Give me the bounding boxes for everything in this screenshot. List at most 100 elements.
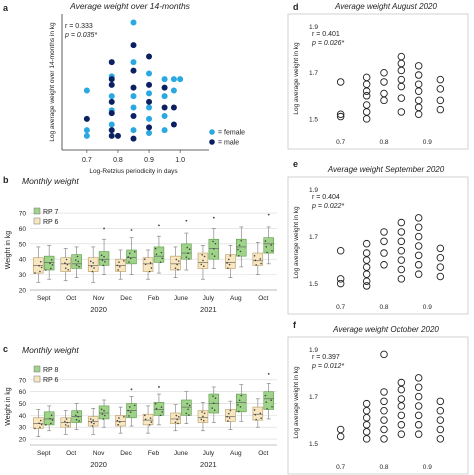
data-point [414,251,423,260]
box-RP-8 [263,391,274,410]
category-label: Oct [66,295,76,302]
jitter-point [45,269,47,271]
data-point [436,425,445,434]
y-tick-label: 1.5 [309,116,318,123]
jitter-point [155,407,158,410]
chart-title: Average weight August 2020 [334,2,437,11]
data-point [414,223,423,231]
data-point [397,66,406,75]
jitter-point [238,255,240,257]
y-tick-label: 1.9 [309,347,318,354]
stat-r: r = 0.397 [312,354,340,361]
jitter-point [51,264,54,266]
box-RP-7 [98,251,110,266]
panel-frame [287,336,469,475]
category-label: July [203,450,215,457]
jitter-point [118,261,120,263]
jitter-point [186,246,189,249]
y-tick-label: 30 [19,425,27,432]
jitter-point [76,411,79,413]
jitter-point [118,421,121,423]
data-point [414,430,423,438]
jitter-point [237,248,239,251]
data-point-male [170,121,177,128]
data-point [414,242,423,250]
jitter-point [77,415,80,418]
jitter-point [90,421,93,424]
jitter-point [186,402,189,405]
y-axis-label: Log average weight in kg [293,206,300,279]
data-point [362,282,371,290]
x-tick-label: 1.0 [175,157,185,164]
data-point [362,435,371,443]
legend-label: = male [218,140,239,147]
jitter-point [77,260,80,263]
box-RP-8 [153,402,165,416]
outlier-point [267,213,270,216]
data-point [336,246,345,255]
jitter-point [201,411,203,413]
category-label: Aug [230,295,242,302]
jitter-point [117,423,119,426]
data-point-male [130,113,137,119]
jitter-point [150,421,153,423]
jitter-point [203,255,206,258]
jitter-point [118,265,121,268]
jitter-point [102,264,105,267]
data-point [397,421,406,429]
jitter-point [34,272,36,274]
jitter-point [203,412,206,415]
jitter-point [214,242,217,245]
x-tick-label: 0.9 [423,304,432,311]
stat-p: p = 0.035* [64,32,97,39]
jitter-point [175,258,178,261]
jitter-point [129,406,131,408]
data-point [414,261,423,269]
x-tick-label: 0.8 [379,304,388,311]
jitter-point [212,395,214,397]
jitter-point [213,255,216,258]
jitter-point [229,409,232,412]
data-point-male [130,67,137,74]
data-point-female [83,87,90,94]
data-point-female [161,76,168,83]
jitter-point [161,411,164,413]
jitter-point [65,258,68,261]
jitter-point [160,251,163,254]
data-point [414,383,423,391]
jitter-point [74,414,77,417]
jitter-point [200,418,203,421]
data-point-male [108,76,115,83]
jitter-point [92,419,94,421]
box-RP-6 [142,257,154,272]
category-label: Feb [148,450,160,457]
data-point-female [161,113,168,119]
data-point [362,277,371,285]
jitter-point [188,414,190,416]
jitter-point [238,410,240,413]
category-label: Dec [120,450,132,457]
y-axis-label: Weight in kg [5,231,12,269]
jitter-point [259,412,262,415]
jitter-point [239,406,242,408]
y-tick-label: 70 [19,211,27,218]
jitter-point [229,255,232,257]
jitter-point [265,401,268,403]
category-label: Nov [93,295,105,302]
data-point [414,270,423,278]
data-point [414,232,423,241]
jitter-point [118,417,120,419]
jitter-point [240,239,243,242]
jitter-point [89,260,92,263]
y-tick-label: 70 [19,377,27,384]
box-RP-8 [98,405,110,420]
jitter-point [255,264,257,266]
jitter-point [78,420,80,422]
jitter-point [50,414,53,417]
box-RP-7 [43,255,55,271]
jitter-point [188,248,191,251]
box-RP-6 [225,254,236,269]
data-point-female [146,115,153,122]
y-tick-label: 1.7 [309,70,318,77]
